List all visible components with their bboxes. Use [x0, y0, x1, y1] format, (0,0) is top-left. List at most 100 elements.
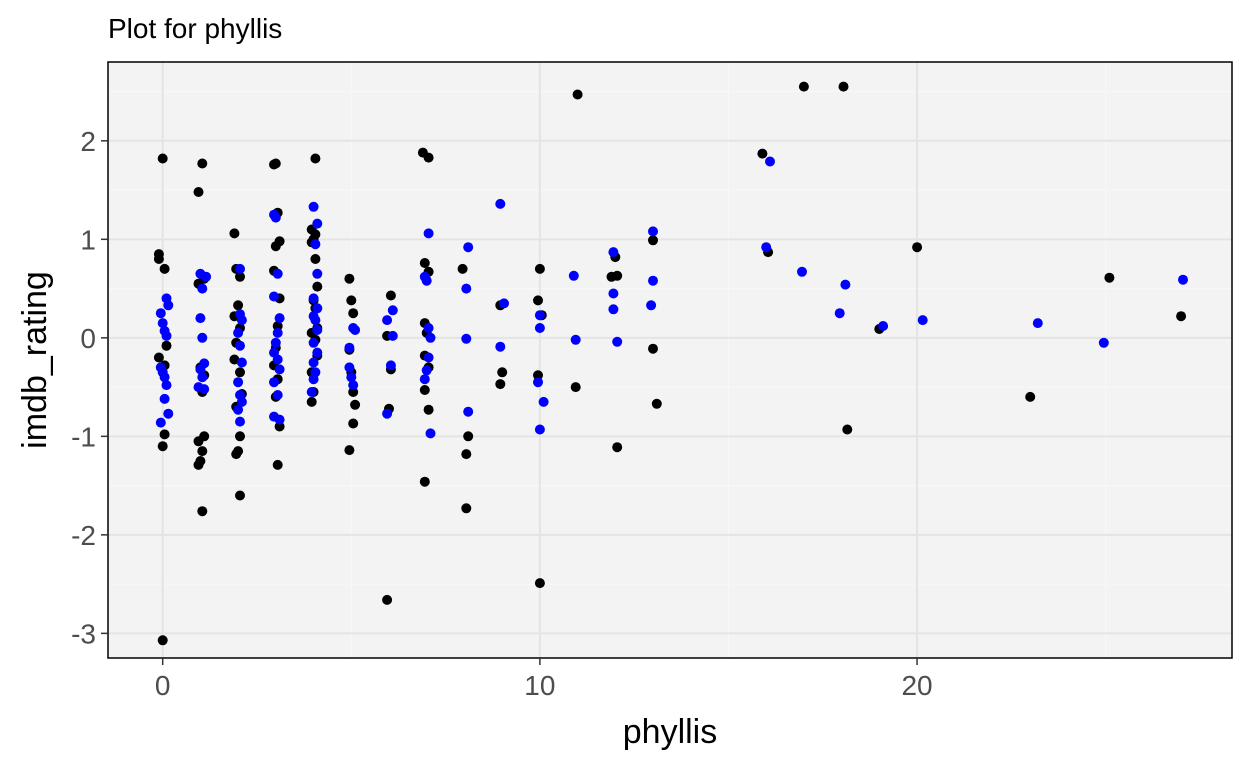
data-point — [382, 408, 393, 419]
data-point — [534, 263, 545, 274]
data-point — [463, 406, 474, 417]
data-point — [646, 300, 657, 311]
data-point — [350, 399, 361, 410]
data-point — [840, 279, 851, 290]
data-point — [195, 313, 206, 324]
data-point — [348, 387, 359, 397]
data-point — [461, 283, 472, 294]
data-point — [608, 304, 619, 315]
data-point — [834, 308, 845, 319]
data-point — [344, 362, 355, 373]
data-point — [387, 305, 398, 316]
data-point — [272, 268, 283, 279]
data-point — [235, 490, 245, 501]
data-point — [495, 198, 506, 209]
y-tick-label: -2 — [71, 520, 96, 551]
data-point — [497, 367, 508, 378]
data-point — [163, 408, 174, 419]
data-point — [157, 635, 168, 646]
data-point — [344, 273, 355, 284]
data-point — [274, 414, 285, 425]
data-point — [308, 293, 319, 304]
data-point — [235, 416, 245, 427]
y-axis-ticks: -3 -2 -1 0 1 2 — [71, 126, 108, 649]
data-point — [312, 281, 323, 292]
chart-title: Plot for phyllis — [108, 13, 282, 44]
data-point — [308, 337, 319, 348]
data-point — [197, 372, 208, 383]
data-point — [346, 295, 357, 306]
data-point — [306, 396, 317, 407]
data-point — [236, 396, 247, 407]
data-point — [534, 310, 545, 321]
data-point — [608, 247, 619, 258]
data-point — [495, 379, 506, 390]
data-point — [533, 370, 543, 381]
data-point — [648, 226, 658, 237]
data-point — [272, 327, 283, 338]
data-point — [419, 258, 430, 268]
data-point — [423, 404, 434, 415]
data-point — [423, 352, 434, 363]
data-point — [157, 153, 168, 164]
data-point — [648, 275, 658, 286]
plot-border — [107, 61, 1233, 659]
y-axis-title: imdb_rating — [16, 271, 54, 449]
data-point — [419, 374, 430, 385]
data-point — [917, 315, 928, 326]
data-point — [499, 298, 509, 309]
data-point — [461, 449, 472, 460]
data-point — [197, 332, 208, 343]
data-point — [312, 325, 323, 335]
data-point — [163, 300, 174, 311]
data-point — [757, 148, 768, 159]
data-point — [159, 263, 170, 274]
data-point — [648, 343, 658, 354]
data-point — [533, 377, 543, 388]
data-point — [233, 404, 244, 415]
gridlines — [108, 62, 1232, 658]
data-point — [274, 421, 285, 432]
data-point — [235, 263, 245, 274]
data-point — [270, 212, 281, 223]
data-point — [534, 578, 545, 589]
y-tick-label: -1 — [71, 421, 96, 452]
data-point — [193, 459, 204, 470]
data-point — [272, 390, 283, 400]
data-point — [235, 367, 245, 378]
data-point — [310, 315, 321, 326]
data-point — [269, 291, 279, 302]
data-point — [533, 295, 543, 306]
data-point — [1104, 272, 1115, 283]
data-point — [765, 156, 775, 167]
data-point — [197, 158, 208, 169]
x-axis-ticks: 0 10 20 — [155, 658, 933, 701]
data-point — [306, 387, 317, 397]
y-tick-label: 1 — [80, 224, 96, 255]
data-point — [310, 239, 321, 250]
data-point — [348, 308, 359, 319]
data-point — [648, 235, 658, 246]
data-point — [651, 398, 662, 409]
data-point — [344, 342, 355, 353]
data-point — [229, 228, 240, 239]
data-point — [382, 315, 393, 326]
data-point — [274, 364, 285, 375]
data-point — [229, 354, 240, 365]
x-tick-label: 0 — [155, 670, 171, 701]
data-point — [612, 442, 623, 453]
data-point — [612, 270, 623, 281]
data-point — [197, 506, 208, 517]
data-point — [272, 459, 283, 470]
data-point — [312, 303, 323, 314]
data-point — [570, 382, 581, 393]
data-point — [235, 340, 245, 351]
data-point — [312, 268, 323, 279]
data-point — [463, 242, 474, 253]
data-point — [155, 417, 166, 428]
data-point — [419, 385, 430, 395]
data-point — [761, 242, 772, 253]
data-point — [161, 340, 172, 351]
data-point — [344, 445, 355, 456]
data-point — [348, 418, 359, 429]
